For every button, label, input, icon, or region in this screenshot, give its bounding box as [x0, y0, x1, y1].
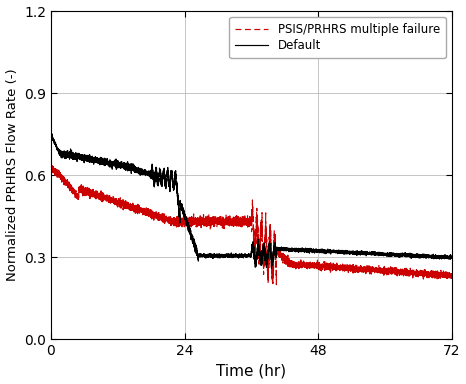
PSIS/PRHRS multiple failure	[303, 263, 308, 268]
Default	[303, 246, 308, 250]
X-axis label: Time (hr): Time (hr)	[216, 363, 287, 379]
Line: Default: Default	[51, 133, 452, 268]
Default	[269, 266, 274, 270]
Line: PSIS/PRHRS multiple failure: PSIS/PRHRS multiple failure	[51, 166, 452, 285]
Default	[48, 131, 54, 135]
PSIS/PRHRS multiple failure	[285, 260, 291, 265]
Default	[285, 247, 291, 252]
Legend: PSIS/PRHRS multiple failure, Default: PSIS/PRHRS multiple failure, Default	[229, 17, 446, 58]
Default	[449, 255, 454, 259]
Default	[193, 247, 199, 252]
Default	[69, 153, 74, 158]
PSIS/PRHRS multiple failure	[345, 266, 351, 271]
PSIS/PRHRS multiple failure	[48, 166, 54, 171]
Default	[48, 132, 54, 137]
PSIS/PRHRS multiple failure	[449, 275, 454, 279]
PSIS/PRHRS multiple failure	[49, 163, 55, 168]
Y-axis label: Normalized PRHRS Flow Rate (-): Normalized PRHRS Flow Rate (-)	[6, 69, 19, 281]
PSIS/PRHRS multiple failure	[367, 268, 372, 272]
PSIS/PRHRS multiple failure	[69, 188, 74, 193]
PSIS/PRHRS multiple failure	[193, 218, 199, 223]
Default	[367, 250, 372, 255]
Default	[345, 250, 351, 255]
PSIS/PRHRS multiple failure	[274, 282, 279, 287]
